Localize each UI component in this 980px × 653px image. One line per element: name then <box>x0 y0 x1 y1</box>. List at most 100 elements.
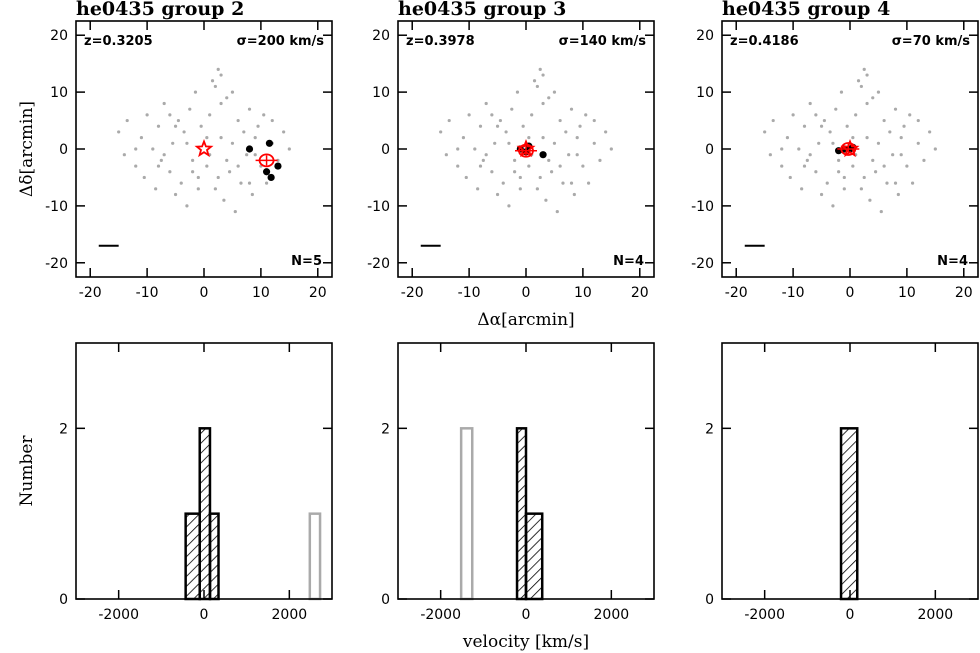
y-tick-label: 0 <box>59 592 68 608</box>
field-galaxy <box>179 181 183 185</box>
field-galaxy <box>882 118 886 123</box>
field-galaxy <box>854 113 858 117</box>
member-galaxy <box>539 151 547 159</box>
field-galaxy <box>575 136 579 140</box>
y-tick-label: 2 <box>59 421 68 437</box>
field-galaxy <box>825 181 829 185</box>
field-galaxy <box>831 141 835 145</box>
field-galaxy <box>530 113 534 117</box>
field-galaxy <box>439 130 443 134</box>
field-galaxy <box>444 153 448 157</box>
x-tick-label: -10 <box>782 285 805 301</box>
field-galaxy <box>851 164 855 168</box>
dispersion: σ=200 km/s <box>237 34 325 49</box>
field-galaxy <box>561 181 565 185</box>
field-galaxy <box>213 84 217 89</box>
field-galaxy <box>219 136 223 140</box>
member-galaxy <box>265 139 274 147</box>
plot-frame <box>721 342 979 600</box>
field-galaxy <box>567 153 571 157</box>
field-galaxy <box>447 118 451 123</box>
field-galaxy <box>456 164 460 168</box>
y-tick-label: 2 <box>705 421 714 437</box>
field-galaxy <box>513 158 517 162</box>
field-galaxy <box>216 175 220 180</box>
plot-frame <box>397 20 655 278</box>
field-galaxy <box>219 101 223 106</box>
field-galaxy <box>791 113 795 117</box>
x-tick-label: -20 <box>79 285 102 301</box>
field-galaxy <box>763 130 767 134</box>
field-galaxy <box>780 164 784 168</box>
redshift: z=0.3205 <box>84 34 153 49</box>
x-tick-label: 2000 <box>272 607 308 623</box>
x-tick-label: 0 <box>846 607 855 623</box>
field-galaxy <box>193 90 198 94</box>
field-galaxy <box>490 170 494 174</box>
field-galaxy <box>916 118 920 123</box>
field-galaxy <box>535 84 539 89</box>
field-galaxy <box>834 107 838 111</box>
field-galaxy <box>819 124 824 128</box>
y-tick-label: 0 <box>381 592 390 608</box>
bcg-star <box>840 139 860 158</box>
field-galaxy <box>156 124 161 128</box>
member-galaxy <box>274 162 282 170</box>
dispersion: σ=140 km/s <box>559 34 647 49</box>
y-tick-label: 10 <box>50 85 68 101</box>
field-galaxy <box>490 113 494 117</box>
field-galaxy <box>893 181 898 185</box>
field-galaxy <box>484 101 488 106</box>
field-galaxy <box>928 130 932 134</box>
y-tick-label: -10 <box>367 199 390 215</box>
field-galaxy <box>865 73 869 77</box>
histogram-bar <box>839 427 859 601</box>
chart-title: he0435 group 2 <box>76 0 244 20</box>
field-galaxy <box>219 73 223 77</box>
x-axis-label: velocity [km/s] <box>462 632 589 652</box>
x-tick-label: 0 <box>200 607 209 623</box>
x-tick-label: 10 <box>252 285 270 301</box>
redshift: z=0.4186 <box>730 34 799 49</box>
y-tick-label: 20 <box>372 28 390 44</box>
field-galaxy <box>569 107 574 111</box>
y-tick-label: -20 <box>45 256 68 272</box>
field-galaxy <box>581 164 585 168</box>
field-galaxy <box>233 209 237 214</box>
y-tick-label: 0 <box>381 142 390 158</box>
field-galaxy <box>495 124 500 128</box>
histogram-bar <box>515 427 528 601</box>
field-galaxy <box>868 198 872 202</box>
field-galaxy <box>564 130 568 134</box>
field-galaxy <box>213 187 217 191</box>
x-tick-label: -10 <box>136 285 159 301</box>
x-tick-label: -2000 <box>744 607 785 623</box>
field-galaxy <box>899 136 903 140</box>
member-count: N=4 <box>937 254 968 269</box>
field-galaxy <box>876 141 881 145</box>
field-galaxy <box>800 187 804 191</box>
field-galaxy <box>862 175 866 180</box>
y-tick-label: 2 <box>381 421 390 437</box>
field-galaxy <box>171 141 175 145</box>
field-galaxy <box>532 79 537 83</box>
field-galaxy <box>874 170 878 174</box>
field-galaxy <box>282 130 286 134</box>
field-galaxy <box>464 175 468 180</box>
field-galaxy <box>808 101 812 106</box>
field-galaxy <box>222 198 226 202</box>
field-galaxy <box>586 181 591 185</box>
member-count: N=4 <box>613 254 644 269</box>
x-tick-label: 10 <box>898 285 916 301</box>
field-galaxy <box>134 147 138 151</box>
histogram-bar <box>524 512 544 601</box>
field-galaxy <box>461 136 466 140</box>
field-galaxy <box>802 124 807 128</box>
field-galaxy <box>910 181 915 185</box>
field-galaxy <box>139 136 144 140</box>
field-galaxy <box>859 187 863 191</box>
field-galaxy <box>572 192 576 197</box>
field-galaxy <box>276 158 280 162</box>
field-galaxy <box>814 170 818 174</box>
field-galaxy <box>122 153 126 157</box>
